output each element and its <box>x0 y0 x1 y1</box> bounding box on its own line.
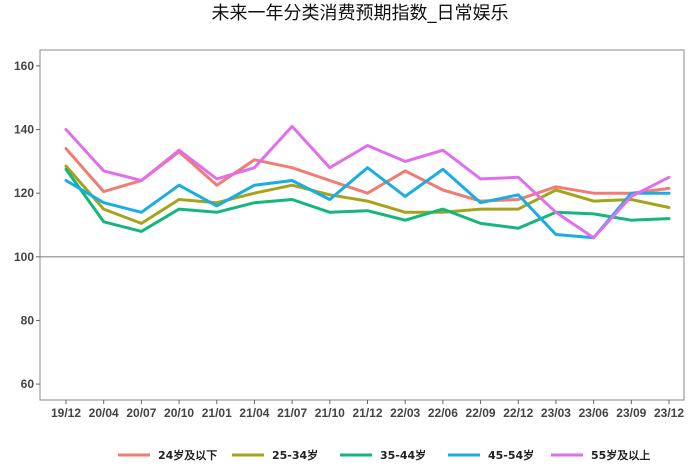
legend-label: 55岁及以上 <box>591 448 650 462</box>
x-tick-label: 22/09 <box>466 406 496 420</box>
x-tick-label: 21/12 <box>352 406 382 420</box>
x-tick-label: 23/12 <box>654 406 684 420</box>
y-tick-label: 80 <box>21 313 35 327</box>
chart-title: 未来一年分类消费预期指数_日常娱乐 <box>212 3 509 24</box>
x-tick-label: 21/10 <box>315 406 345 420</box>
x-tick-label: 20/07 <box>126 406 156 420</box>
x-tick-label: 23/09 <box>616 406 646 420</box>
y-tick-label: 120 <box>14 186 34 200</box>
series-line-4 <box>64 166 671 240</box>
x-tick-label: 21/07 <box>277 406 307 420</box>
y-tick-label: 60 <box>21 377 35 391</box>
y-tick-label: 100 <box>14 250 34 264</box>
x-tick-label: 23/03 <box>541 406 571 420</box>
series-line-5 <box>64 124 671 240</box>
x-tick-label: 22/12 <box>503 406 533 420</box>
series-lines <box>64 124 671 240</box>
x-tick-label: 21/04 <box>239 406 269 420</box>
x-tick-label: 21/01 <box>202 406 232 420</box>
x-tick-label: 23/06 <box>579 406 609 420</box>
x-tick-label: 20/04 <box>89 406 119 420</box>
series-line-2 <box>64 164 671 225</box>
legend: 24岁及以下 25-34岁 35-44岁 45-54岁 55岁及以上 <box>118 448 650 462</box>
plot-area <box>39 49 685 401</box>
y-tick-label: 160 <box>14 59 34 73</box>
x-tick-label: 22/06 <box>428 406 458 420</box>
legend-label: 35-44岁 <box>380 448 426 462</box>
x-tick-label: 19/12 <box>51 406 81 420</box>
legend-label: 25-34岁 <box>272 448 318 462</box>
y-tick-label: 140 <box>14 123 34 137</box>
series-line-3 <box>64 167 671 233</box>
y-axis: 60 80 100 120 140 160 <box>14 59 40 391</box>
legend-label: 24岁及以下 <box>158 448 217 462</box>
legend-label: 45-54岁 <box>488 448 534 462</box>
x-tick-label: 22/03 <box>390 406 420 420</box>
x-axis: 19/12 20/04 20/07 20/10 21/01 21/04 21/07 21/10… <box>51 400 684 420</box>
x-tick-label: 20/10 <box>164 406 194 420</box>
